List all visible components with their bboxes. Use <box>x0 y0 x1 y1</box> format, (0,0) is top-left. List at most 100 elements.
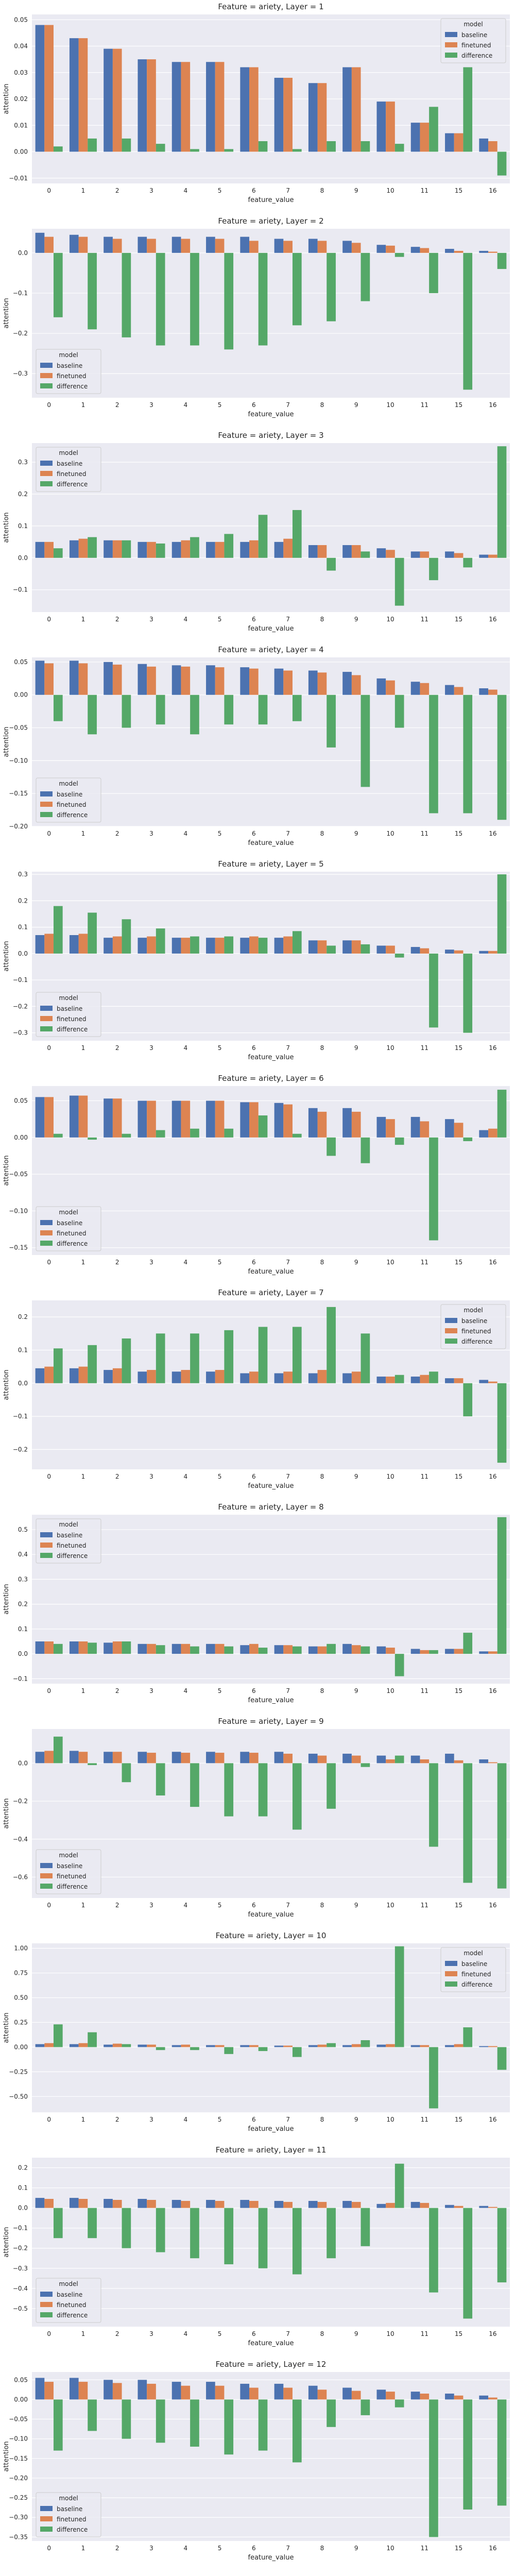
legend-swatch-difference <box>40 2527 53 2532</box>
bar-difference-8 <box>327 2208 336 2259</box>
bar-baseline-5 <box>206 1752 215 1764</box>
bar-baseline-15 <box>445 1753 454 1764</box>
bar-baseline-3 <box>138 59 147 152</box>
x-tick-label: 2 <box>115 187 119 194</box>
bar-difference-15 <box>463 953 473 1033</box>
bar-finetuned-9 <box>351 1645 361 1654</box>
bar-difference-5 <box>224 534 234 558</box>
bar-baseline-1 <box>69 1751 79 1764</box>
chart-svg: −0.2 −0.1 0.0 0.1 0.2 0 1 2 3 4 5 6 7 8 9 10 11 15 16 Featu… <box>3 1288 510 1490</box>
bar-baseline-8 <box>308 545 318 558</box>
bar-difference-5 <box>224 2047 234 2054</box>
legend: model baseline finetuned difference <box>440 1304 506 1349</box>
x-tick-label: 16 <box>489 1044 496 1052</box>
bar-baseline-9 <box>342 1108 352 1138</box>
legend-swatch-difference <box>40 1026 53 1031</box>
x-tick-label: 8 <box>320 401 324 409</box>
bar-difference-7 <box>292 2208 302 2275</box>
bar-baseline-8 <box>308 1373 318 1383</box>
y-tick-label: −0.3 <box>13 370 28 377</box>
y-tick-label: 0.03 <box>14 69 28 76</box>
x-tick-label: 7 <box>286 401 290 409</box>
bar-baseline-2 <box>104 938 113 954</box>
bar-difference-3 <box>156 144 165 152</box>
chart-svg: −0.3 −0.2 −0.1 0.0 0.1 0.2 0.3 0 1 2 3 4 5 6 7 8 9 10 11 15… <box>3 859 510 1061</box>
bar-baseline-6 <box>240 938 250 954</box>
bar-finetuned-10 <box>386 1119 395 1138</box>
bar-difference-7 <box>292 2047 302 2057</box>
bar-baseline-0 <box>35 1097 45 1138</box>
bar-finetuned-9 <box>351 67 361 152</box>
y-tick-label: −0.3 <box>13 1029 28 1037</box>
x-tick-label: 5 <box>218 1473 222 1480</box>
legend: model baseline finetuned difference <box>36 1518 101 1564</box>
bar-difference-0 <box>53 1133 63 1138</box>
bar-difference-8 <box>327 2399 336 2427</box>
legend-swatch-finetuned <box>40 1543 53 1548</box>
legend-label: finetuned <box>57 1542 86 1549</box>
legend-label: baseline <box>461 31 487 39</box>
bar-finetuned-4 <box>181 540 191 558</box>
legend-label: difference <box>57 2312 88 2319</box>
bar-baseline-6 <box>240 2045 250 2047</box>
legend-label: finetuned <box>57 372 86 380</box>
bar-finetuned-15 <box>454 1123 464 1138</box>
bar-baseline-9 <box>342 1373 352 1383</box>
bar-difference-6 <box>258 2208 268 2268</box>
legend-label: difference <box>461 1338 492 1345</box>
bar-finetuned-15 <box>454 2206 464 2208</box>
bar-difference-11 <box>429 2399 438 2537</box>
x-tick-label: 5 <box>218 2116 222 2123</box>
bar-finetuned-5 <box>215 2200 225 2208</box>
bar-baseline-5 <box>206 2045 215 2047</box>
x-tick-label: 2 <box>115 1902 119 1909</box>
bar-difference-8 <box>327 557 336 571</box>
bar-finetuned-3 <box>147 666 156 695</box>
bar-finetuned-15 <box>454 1378 464 1383</box>
bar-difference-15 <box>463 2399 473 2510</box>
bar-difference-3 <box>156 1130 165 1138</box>
y-tick-label: 0.0 <box>18 2205 28 2212</box>
x-tick-label: 9 <box>354 401 358 409</box>
bar-finetuned-7 <box>283 2387 293 2400</box>
x-tick-label: 4 <box>183 187 187 194</box>
x-tick-label: 8 <box>320 616 324 623</box>
bar-finetuned-8 <box>317 2044 327 2047</box>
x-axis-label: feature_value <box>248 625 294 633</box>
bar-baseline-2 <box>104 1098 113 1138</box>
y-tick-label: 0.05 <box>14 16 28 23</box>
x-tick-label: 1 <box>81 616 85 623</box>
chart-panel-layer-9: −0.6 −0.4 −0.2 0.0 0 1 2 3 4 5 6 7 8 9 10 11 15 16 Feature… <box>0 1715 515 1929</box>
x-tick-label: 3 <box>149 2545 153 2552</box>
bar-difference-7 <box>292 252 302 326</box>
bar-difference-7 <box>292 1327 302 1383</box>
x-tick-label: 5 <box>218 830 222 837</box>
bar-difference-9 <box>360 1137 370 1163</box>
bar-baseline-7 <box>274 938 284 954</box>
bar-baseline-11 <box>410 682 420 695</box>
y-tick-label: 1.00 <box>14 1945 28 1952</box>
legend-title: model <box>59 1521 78 1528</box>
y-tick-label: −0.05 <box>9 2416 28 2423</box>
bar-baseline-2 <box>104 2044 113 2047</box>
bar-finetuned-6 <box>249 2045 259 2047</box>
legend: model baseline finetuned difference <box>440 1947 506 1992</box>
bar-baseline-10 <box>376 245 386 253</box>
x-tick-label: 4 <box>183 830 187 837</box>
y-tick-label: 0.00 <box>14 148 28 156</box>
bar-baseline-5 <box>206 541 215 558</box>
y-tick-label: 0.02 <box>14 95 28 103</box>
bar-baseline-6 <box>240 541 250 558</box>
bar-baseline-15 <box>445 950 454 954</box>
x-tick-label: 15 <box>455 1259 462 1266</box>
bar-baseline-10 <box>376 1755 386 1764</box>
bar-finetuned-1 <box>78 2199 88 2208</box>
x-tick-label: 10 <box>386 401 394 409</box>
bar-difference-7 <box>292 2399 302 2463</box>
x-tick-label: 5 <box>218 1687 222 1694</box>
legend-label: finetuned <box>57 470 86 478</box>
bar-finetuned-0 <box>44 934 54 954</box>
bar-baseline-0 <box>35 660 45 695</box>
x-tick-label: 2 <box>115 2330 119 2337</box>
bar-finetuned-1 <box>78 236 88 253</box>
